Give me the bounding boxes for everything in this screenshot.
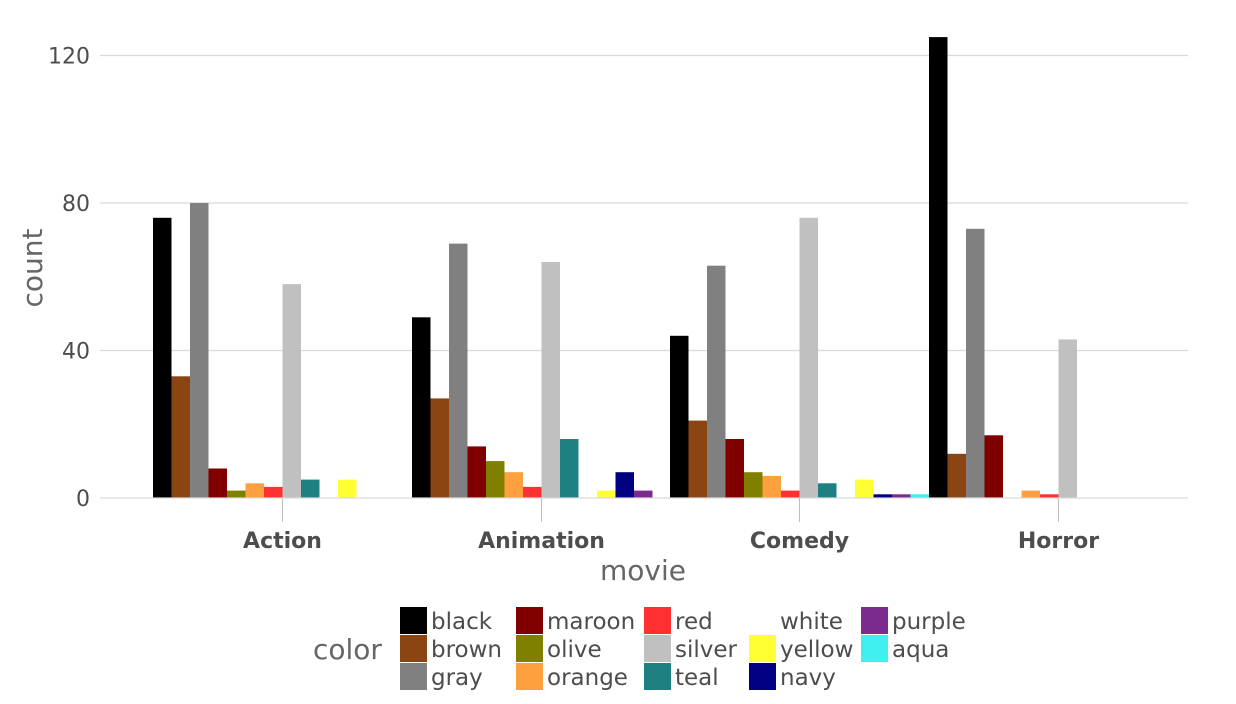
bar-comedy-purple — [892, 494, 911, 498]
bar-action-brown — [171, 376, 190, 498]
legend-swatch-navy — [749, 663, 776, 690]
legend-label-olive: olive — [547, 637, 602, 663]
x-tick-label: Horror — [1018, 529, 1099, 554]
bar-animation-navy — [615, 472, 634, 498]
legend-swatch-red — [644, 607, 671, 634]
bar-animation-teal — [560, 439, 579, 498]
legend-swatch-yellow — [749, 635, 776, 662]
legend-swatch-maroon — [516, 607, 543, 634]
x-axis-title: movie — [600, 554, 686, 587]
gridlines — [100, 54, 1188, 352]
bar-comedy-yellow — [855, 479, 874, 498]
bar-action-orange — [245, 483, 264, 499]
bar-comedy-aqua — [910, 494, 929, 498]
bar-action-maroon — [208, 468, 227, 498]
bar-horror-red — [1040, 494, 1059, 498]
bar-comedy-teal — [818, 483, 837, 499]
bar-action-gray — [190, 203, 209, 498]
bar-animation-orange — [504, 472, 523, 498]
legend-label-orange: orange — [547, 665, 628, 691]
y-tick-label: 0 — [76, 487, 90, 512]
legend-swatch-teal — [644, 663, 671, 690]
bar-animation-gray — [449, 243, 468, 498]
bar-comedy-black — [670, 335, 689, 499]
y-tick-label: 120 — [48, 45, 90, 70]
bar-horror-silver — [1058, 339, 1077, 498]
legend-label-purple: purple — [892, 609, 966, 635]
legend-swatch-purple — [861, 607, 888, 634]
legend-swatch-white — [749, 607, 776, 634]
bar-horror-gray — [966, 228, 985, 499]
bars — [153, 37, 1077, 499]
bar-comedy-orange — [762, 475, 781, 498]
bar-comedy-maroon — [725, 439, 744, 498]
legend-label-maroon: maroon — [547, 609, 635, 635]
bar-animation-silver — [541, 262, 560, 498]
bar-animation-purple — [634, 490, 653, 498]
legend-label-white: white — [780, 609, 843, 635]
legend-swatch-aqua — [861, 635, 888, 662]
legend-swatch-brown — [400, 635, 427, 662]
bar-horror-brown — [947, 453, 966, 499]
legend-swatch-black — [400, 607, 427, 634]
legend-swatch-gray — [400, 663, 427, 690]
legend-swatch-silver — [644, 635, 671, 662]
bar-action-silver — [282, 284, 301, 498]
bar-comedy-navy — [873, 494, 892, 498]
bar-comedy-brown — [688, 420, 707, 498]
legend-label-black: black — [431, 609, 493, 635]
legend-label-red: red — [675, 609, 713, 635]
legend-label-silver: silver — [675, 637, 738, 663]
bar-comedy-silver — [799, 217, 818, 499]
bar-horror-maroon — [984, 435, 1003, 498]
bar-horror-orange — [1021, 490, 1040, 498]
legend-title: color — [313, 633, 382, 666]
bar-comedy-red — [781, 490, 800, 498]
bar-animation-maroon — [467, 446, 486, 498]
legend-label-teal: teal — [675, 665, 719, 691]
bar-animation-black — [412, 317, 431, 498]
x-tick-label: Comedy — [750, 529, 849, 554]
x-tick-label: Action — [243, 529, 322, 554]
bar-action-yellow — [338, 479, 357, 498]
legend-swatch-olive — [516, 635, 543, 662]
bar-comedy-gray — [707, 265, 726, 498]
legend-label-gray: gray — [431, 665, 483, 691]
x-tick-label: Animation — [478, 529, 605, 554]
y-axis-ticks: 0 40 80 120 — [48, 45, 90, 513]
legend-swatch-orange — [516, 663, 543, 690]
y-axis-title: count — [16, 228, 49, 307]
bar-animation-olive — [486, 461, 505, 498]
bar-animation-yellow — [597, 490, 616, 498]
bar-animation-red — [523, 486, 542, 498]
y-tick-label: 40 — [62, 340, 90, 365]
bar-animation-brown — [430, 398, 449, 498]
bar-action-olive — [227, 490, 246, 498]
y-tick-label: 80 — [62, 192, 90, 217]
legend-label-aqua: aqua — [892, 637, 949, 663]
bar-action-red — [264, 486, 283, 498]
bar-horror-black — [929, 37, 948, 498]
legend-label-yellow: yellow — [780, 637, 853, 663]
x-axis-ticks: Action Animation Comedy Horror — [243, 498, 1099, 554]
bar-action-black — [153, 217, 172, 499]
bar-action-teal — [301, 479, 320, 498]
bar-comedy-olive — [744, 472, 763, 498]
legend-label-brown: brown — [431, 637, 502, 663]
legend-label-navy: navy — [780, 665, 836, 691]
